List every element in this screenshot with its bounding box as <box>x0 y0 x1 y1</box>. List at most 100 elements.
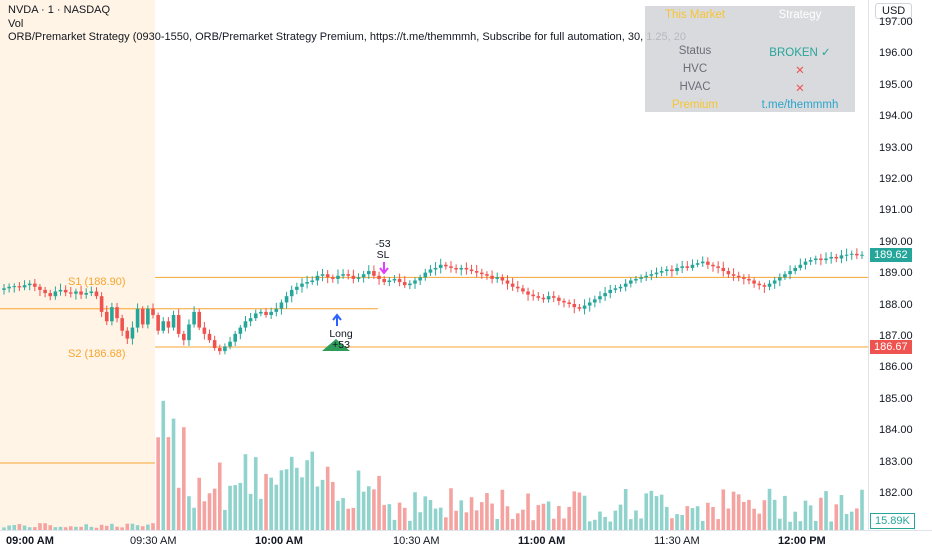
candle-body <box>382 278 386 283</box>
candle-body <box>572 304 577 308</box>
volume-bar <box>659 494 664 530</box>
candle-body <box>824 258 828 261</box>
volume-bar <box>53 527 58 530</box>
candle-body <box>557 297 561 301</box>
candle-body <box>639 277 643 279</box>
strategy-indicator-label[interactable]: ORB/Premarket Strategy (0930-1550, ORB/P… <box>8 31 687 43</box>
symbol-title[interactable]: NVDA · 1 · NASDAQ <box>8 4 111 16</box>
candle-body <box>659 271 664 273</box>
volume-bar <box>264 473 268 530</box>
price-tick-label: 182.00 <box>879 487 913 499</box>
price-tick-label: 190.00 <box>879 235 913 248</box>
candle-body <box>629 280 633 284</box>
volume-bar <box>649 490 654 530</box>
currency-button[interactable]: USD <box>875 3 913 19</box>
candle-body <box>361 274 366 278</box>
candle-body <box>238 327 243 334</box>
candle-body <box>7 286 11 289</box>
volume-bar <box>372 489 376 530</box>
volume-bar <box>731 491 736 530</box>
candle-body <box>274 308 279 312</box>
candle-body <box>284 296 289 303</box>
price-axis[interactable]: USD 197.00 196.00 195.00 194.00 193.00 192.00… <box>868 0 932 530</box>
sl-label: SL <box>376 249 390 261</box>
volume-bar <box>505 506 510 530</box>
volume-indicator-label[interactable]: Vol <box>8 18 24 30</box>
volume-bar <box>110 523 114 530</box>
candle-body <box>793 267 798 272</box>
candle-body <box>43 289 47 294</box>
candle-body <box>217 347 222 352</box>
time-axis[interactable]: 09:00 AM 09:30 AM 10:00 AM 10:30 AM 11:00 AM… <box>0 530 932 551</box>
volume-bar <box>515 513 520 530</box>
candle-body <box>844 254 849 256</box>
candle-body <box>459 267 464 270</box>
candle-body <box>762 285 767 287</box>
candle-body <box>248 318 253 322</box>
volume-bar <box>176 487 181 530</box>
candle-body <box>192 311 196 325</box>
candle-body <box>716 266 720 268</box>
price-tick-label: 184.00 <box>879 424 913 437</box>
candle-body <box>485 274 489 276</box>
candle-body <box>587 302 592 306</box>
volume-bar <box>803 500 808 530</box>
panel-row: This Market Strategy <box>645 9 855 27</box>
candle-body <box>731 274 736 276</box>
volume-bar <box>742 501 746 530</box>
volume-bar <box>495 518 500 530</box>
candle-body <box>670 269 674 272</box>
long-triangle-marker <box>322 339 350 351</box>
volume-bar <box>295 467 299 530</box>
panel-row-value[interactable]: t.me/themmmh <box>761 99 839 111</box>
panel-row: Status BROKEN ✓ <box>645 45 855 63</box>
volume-bar <box>546 501 551 530</box>
time-tick-label: 09:00 AM <box>6 535 54 547</box>
candle-body <box>721 267 726 272</box>
candle-body <box>377 275 381 279</box>
price-tick-label: 194.00 <box>879 110 913 123</box>
panel-row-value: ✕ <box>795 65 805 77</box>
time-tick-label: 12:00 PM <box>778 535 826 547</box>
price-tick-label: 192.00 <box>879 173 913 185</box>
volume-bar <box>557 505 561 530</box>
candle-body <box>166 321 171 328</box>
candle-body <box>402 282 407 286</box>
volume-bar <box>618 504 623 530</box>
candle-body <box>777 277 782 281</box>
candle-body <box>623 283 628 287</box>
candle-body <box>819 258 823 261</box>
volume-bar <box>711 506 715 530</box>
candle-body <box>300 283 304 287</box>
volume-bar <box>654 496 659 530</box>
volume-bar <box>670 518 674 530</box>
candlestick-chart[interactable] <box>0 0 868 530</box>
volume-bar <box>84 524 89 530</box>
volume-bar <box>382 505 386 530</box>
s2-price-label: 186.67 <box>870 340 912 355</box>
long-entry-arrow <box>332 313 342 326</box>
candle-body <box>613 288 618 290</box>
price-tick-label: 197.00 <box>879 16 913 28</box>
chart-area[interactable]: NVDA · 1 · NASDAQ Vol ORB/Premarket Stra… <box>0 0 868 530</box>
candle-body <box>351 275 356 279</box>
candle-body <box>253 313 258 319</box>
candle-body <box>423 272 428 278</box>
candle-body <box>223 346 227 352</box>
panel-row-label: This Market <box>664 9 726 21</box>
volume-bar <box>819 497 823 530</box>
time-tick-label: 11:00 AM <box>518 535 566 547</box>
price-tick-label: 191.00 <box>879 204 913 217</box>
volume-bar <box>798 521 803 530</box>
s2-level-label: S2 (186.68) <box>68 348 126 360</box>
volume-bar <box>485 493 489 530</box>
candle-body <box>202 327 207 334</box>
volume-bar <box>356 470 361 530</box>
candle-body <box>171 315 176 328</box>
volume-bar <box>238 482 243 530</box>
volume-bar <box>813 520 818 530</box>
volume-bar <box>593 519 597 530</box>
price-tick-label: 196.00 <box>879 47 913 60</box>
candle-body <box>104 311 109 322</box>
candle-body <box>490 275 494 279</box>
